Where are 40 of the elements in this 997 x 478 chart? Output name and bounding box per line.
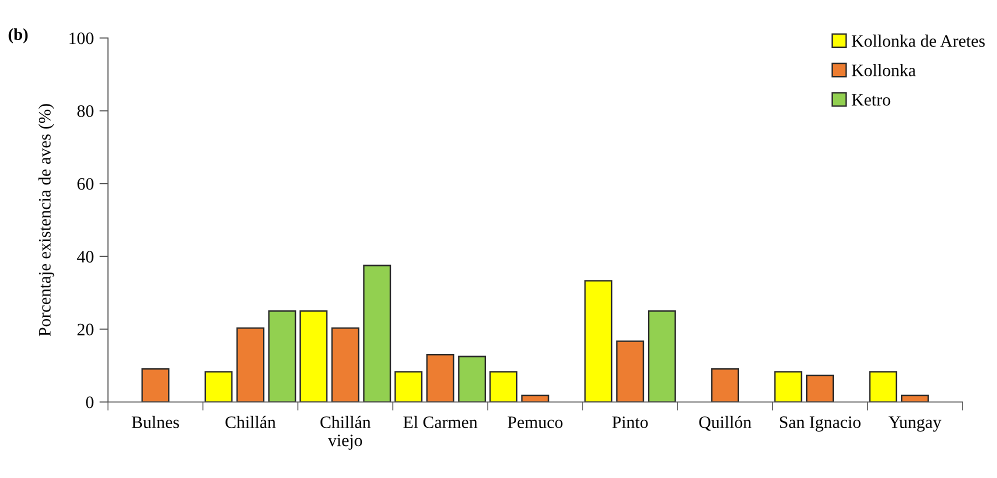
- bar: [616, 340, 644, 402]
- x-tick-label: San Ignacio: [780, 416, 861, 432]
- bar: [426, 354, 454, 402]
- bar: [869, 371, 898, 402]
- bar: [236, 327, 264, 402]
- y-tick-label: 60: [77, 178, 94, 190]
- bar: [648, 310, 676, 402]
- x-tick-label: Pinto: [612, 416, 648, 428]
- bar: [521, 394, 550, 402]
- x-tick-label: El Carmen: [403, 416, 478, 428]
- legend-label: Ketro: [852, 94, 890, 106]
- bar: [363, 264, 392, 402]
- bar: [394, 371, 422, 402]
- bar: [268, 310, 296, 402]
- y-tick-label: 40: [77, 250, 94, 263]
- x-tick-label: Yungay: [888, 416, 942, 432]
- text: (b): [8, 28, 28, 44]
- bar: [204, 371, 233, 402]
- bar: [141, 368, 170, 402]
- x-tick-label: Pemuco: [508, 416, 562, 428]
- y-tick-label: 100: [70, 32, 94, 44]
- y-tick-label: 20: [77, 324, 94, 336]
- legend-label: Kollonka de Aretes: [852, 34, 985, 47]
- bar: [458, 356, 486, 402]
- bar: [806, 374, 834, 402]
- legend-label: Kollonka: [852, 64, 916, 76]
- bar: [584, 280, 612, 402]
- bar: [300, 310, 328, 402]
- bar: [774, 371, 802, 402]
- y-tick-label: 80: [77, 105, 94, 117]
- bar: [489, 371, 518, 402]
- y-axis-title: Porcentaje existencia de aves (%): [38, 104, 54, 336]
- y-tick-label: 0: [86, 396, 94, 408]
- x-tick-label: Chillán viejo: [320, 416, 371, 450]
- bar: [331, 327, 360, 402]
- bar: [900, 394, 929, 402]
- bar: [711, 368, 740, 402]
- x-tick-label: Quillón: [699, 416, 752, 431]
- x-tick-label: Bulnes: [132, 416, 179, 428]
- x-tick-label: Chillán: [226, 416, 276, 428]
